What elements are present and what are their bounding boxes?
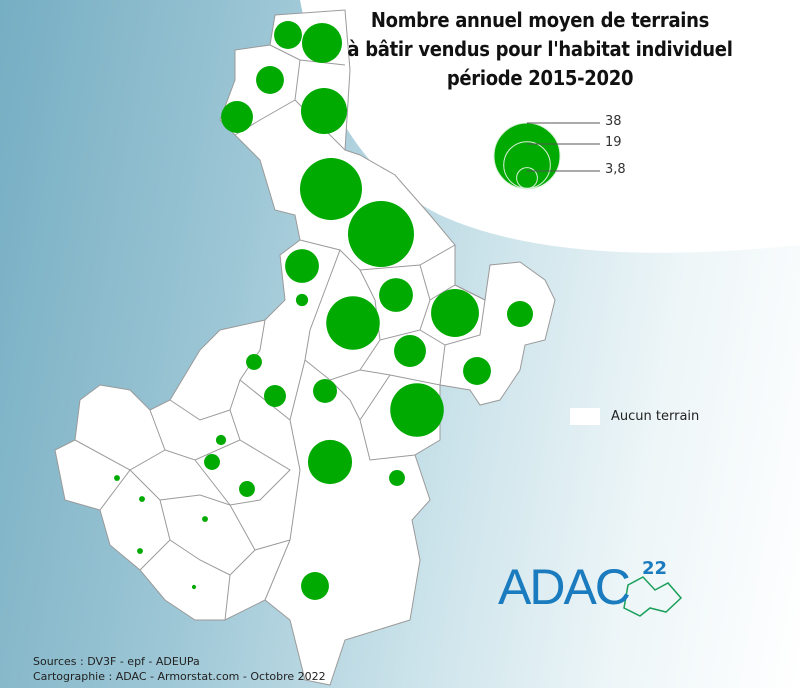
commune-circle bbox=[246, 354, 262, 370]
commune-circle bbox=[285, 249, 319, 283]
credits-text: Cartographie : ADAC - Armorstat.com - Oc… bbox=[33, 670, 326, 683]
commune-circle bbox=[348, 201, 414, 267]
commune-circle bbox=[204, 454, 220, 470]
commune-circle bbox=[295, 293, 309, 307]
commune-circle bbox=[137, 548, 143, 554]
commune-circle bbox=[264, 385, 286, 407]
legend-circle-3-8 bbox=[516, 167, 538, 189]
title-line-3: période 2015-2020 bbox=[446, 66, 634, 90]
commune-circle bbox=[506, 300, 534, 328]
adac-logo-superscript: 22 bbox=[642, 558, 668, 579]
legend-label-38: 38 bbox=[605, 114, 622, 129]
commune-circle bbox=[274, 21, 302, 49]
commune-circle bbox=[139, 496, 145, 502]
sources-text: Sources : DV3F - epf - ADEUPa bbox=[33, 655, 200, 668]
title-background bbox=[300, 0, 800, 253]
commune-circle bbox=[221, 101, 253, 133]
title-line-1: Nombre annuel moyen de terrains bbox=[370, 8, 710, 32]
map-title: Nombre annuel moyen de terrains à bâtir … bbox=[330, 6, 750, 93]
commune-circle bbox=[379, 278, 413, 312]
title-line-2: à bâtir vendus pour l'habitat individuel bbox=[347, 37, 733, 61]
commune-circle bbox=[215, 434, 227, 446]
commune-circle bbox=[431, 289, 479, 337]
commune-circle bbox=[394, 335, 426, 367]
commune-circle bbox=[191, 584, 197, 590]
legend-label-19: 19 bbox=[605, 135, 622, 150]
legend-circles bbox=[493, 122, 600, 190]
commune-circle bbox=[256, 66, 284, 94]
legend-none-label: Aucun terrain bbox=[611, 409, 700, 424]
commune-circle bbox=[301, 22, 343, 64]
circles-layer bbox=[114, 21, 534, 600]
commune-circle bbox=[300, 87, 348, 135]
commune-circle bbox=[239, 481, 255, 497]
commune-circle bbox=[307, 439, 353, 485]
adac-logo: ADAC bbox=[498, 559, 631, 615]
commune-circle bbox=[300, 158, 362, 220]
commune-circle bbox=[313, 379, 337, 403]
commune-circle bbox=[301, 572, 329, 600]
logo-outline-shape bbox=[623, 576, 683, 617]
commune-circle bbox=[114, 475, 120, 481]
legend-label-3-8: 3,8 bbox=[605, 162, 626, 177]
commune-circle bbox=[202, 516, 208, 522]
commune-circle bbox=[326, 296, 380, 350]
commune-circle bbox=[389, 470, 405, 486]
commune-circle bbox=[463, 357, 491, 385]
legend-circle-38 bbox=[493, 122, 561, 190]
legend-none-swatch bbox=[570, 408, 600, 425]
commune-circle bbox=[390, 383, 444, 437]
territory-outline bbox=[54, 9, 556, 686]
